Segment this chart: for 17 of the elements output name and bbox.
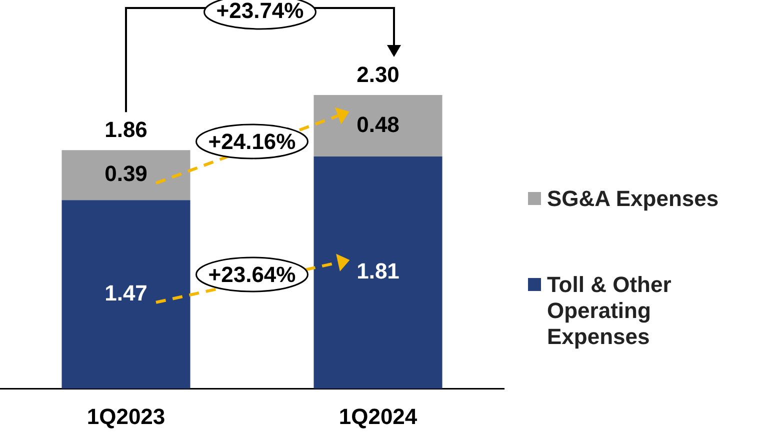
data-label: 0.39 [104, 161, 148, 186]
legend-label: SG&A Expenses [547, 186, 719, 212]
annotation: +23.64% [208, 262, 296, 287]
text: +23.74% [216, 0, 304, 24]
bar [62, 150, 190, 200]
annotation: +24.16% [208, 128, 296, 154]
data-label: 1.81 [356, 258, 400, 284]
x-tick-label: 1Q2024 [338, 404, 418, 429]
total-label: 2.30 [356, 62, 400, 88]
bar [314, 156, 442, 389]
x-tick-label: 1Q2023 [86, 404, 166, 429]
data-label: 0.48 [356, 112, 400, 137]
total-label: 1.86 [104, 117, 148, 142]
legend-label: Toll & Other Operating Expenses [547, 272, 672, 350]
bar [314, 95, 442, 157]
bar [62, 200, 190, 389]
data-label: 1.47 [104, 280, 148, 306]
